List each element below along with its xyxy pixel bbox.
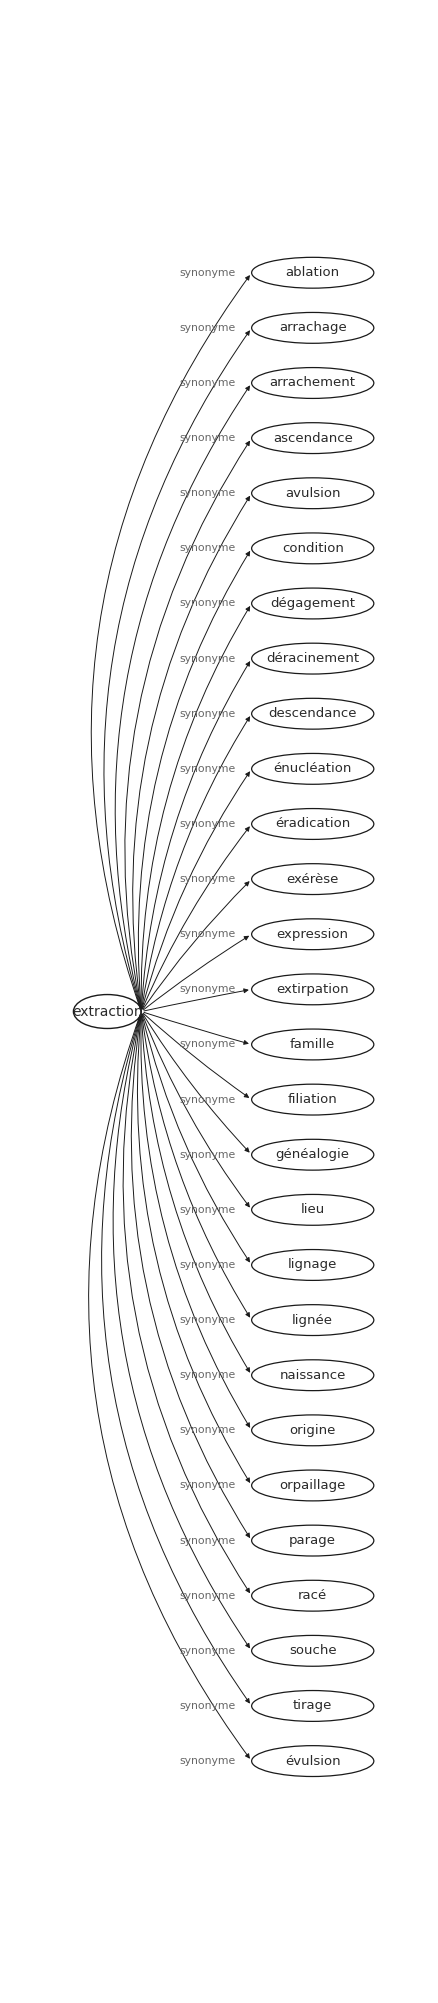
FancyArrowPatch shape [131,1014,250,1538]
Text: naissance: naissance [279,1368,346,1382]
Text: synonyme: synonyme [180,1260,236,1270]
Text: orpaillage: orpaillage [279,1478,346,1492]
Text: filiation: filiation [288,1094,338,1106]
FancyArrowPatch shape [102,1014,249,1703]
Text: lignée: lignée [292,1314,333,1326]
FancyArrowPatch shape [141,1014,250,1316]
FancyArrowPatch shape [123,1014,250,1592]
FancyArrowPatch shape [138,551,250,1010]
Text: synonyme: synonyme [180,1480,236,1490]
Text: synonyme: synonyme [180,1040,236,1050]
Text: généalogie: généalogie [276,1148,350,1162]
FancyArrowPatch shape [143,881,249,1010]
FancyArrowPatch shape [143,1014,248,1098]
FancyArrowPatch shape [144,989,248,1012]
Text: exérèse: exérèse [286,873,339,885]
Text: synonyme: synonyme [180,489,236,499]
Text: synonyme: synonyme [180,599,236,609]
FancyArrowPatch shape [141,1014,250,1426]
Text: énucléation: énucléation [274,763,352,775]
Text: synonyme: synonyme [180,543,236,553]
Text: extirpation: extirpation [276,983,349,995]
Text: arrachement: arrachement [270,377,356,389]
FancyArrowPatch shape [141,1014,250,1372]
Text: tirage: tirage [293,1699,332,1713]
Text: synonyme: synonyme [180,1590,236,1600]
FancyArrowPatch shape [142,717,250,1010]
FancyArrowPatch shape [143,1014,249,1152]
Text: synonyme: synonyme [180,322,236,332]
Text: ascendance: ascendance [273,431,353,445]
FancyArrowPatch shape [142,827,249,1010]
Text: synonyme: synonyme [180,379,236,389]
FancyArrowPatch shape [115,387,250,1010]
Text: synonyme: synonyme [180,819,236,829]
Text: dégagement: dégagement [270,597,355,611]
FancyArrowPatch shape [138,1014,250,1482]
Text: éradication: éradication [275,817,350,831]
Text: synonyme: synonyme [180,1316,236,1326]
FancyArrowPatch shape [141,661,250,1010]
Text: synonyme: synonyme [180,1206,236,1216]
Text: extraction: extraction [72,1006,143,1018]
Text: synonyme: synonyme [180,1757,236,1767]
Text: lieu: lieu [300,1204,325,1216]
FancyArrowPatch shape [142,771,250,1010]
FancyArrowPatch shape [125,441,250,1010]
Text: souche: souche [289,1644,336,1656]
Text: synonyme: synonyme [180,983,236,993]
FancyArrowPatch shape [144,935,248,1010]
Text: synonyme: synonyme [180,1646,236,1656]
Text: lignage: lignage [288,1258,337,1272]
Text: parage: parage [289,1534,336,1546]
Text: ablation: ablation [286,266,340,278]
Text: expression: expression [277,927,349,941]
FancyArrowPatch shape [91,276,249,1010]
FancyArrowPatch shape [144,1012,248,1044]
Text: synonyme: synonyme [180,763,236,773]
Text: synonyme: synonyme [180,929,236,939]
FancyArrowPatch shape [113,1014,250,1648]
Text: synonyme: synonyme [180,653,236,663]
Text: condition: condition [282,543,344,555]
Text: synonyme: synonyme [180,1701,236,1711]
Text: synonyme: synonyme [180,1426,236,1436]
FancyArrowPatch shape [142,1014,250,1262]
Text: déracinement: déracinement [266,653,359,665]
Text: synonyme: synonyme [180,433,236,443]
Text: synonyme: synonyme [180,268,236,278]
Text: synonyme: synonyme [180,709,236,719]
Text: synonyme: synonyme [180,1370,236,1380]
Text: synonyme: synonyme [180,1094,236,1104]
Text: avulsion: avulsion [285,487,340,499]
FancyArrowPatch shape [133,497,250,1010]
Text: racé: racé [298,1588,327,1602]
Text: synonyme: synonyme [180,1150,236,1160]
FancyArrowPatch shape [88,1014,249,1759]
FancyArrowPatch shape [104,330,249,1010]
Text: famille: famille [290,1038,336,1052]
Text: synonyme: synonyme [180,873,236,883]
Text: origine: origine [290,1424,336,1436]
Text: descendance: descendance [268,707,357,721]
Text: synonyme: synonyme [180,1536,236,1546]
FancyArrowPatch shape [141,607,250,1010]
FancyArrowPatch shape [142,1014,249,1206]
Text: évulsion: évulsion [285,1755,340,1767]
Text: arrachage: arrachage [279,320,346,335]
